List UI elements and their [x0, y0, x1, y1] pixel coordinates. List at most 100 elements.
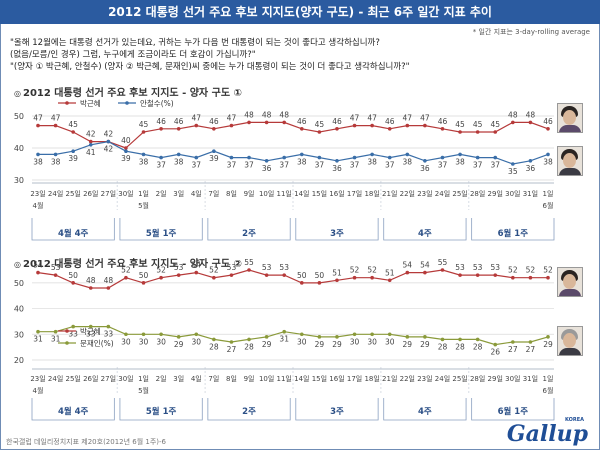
chart2-series1-data-label: 53	[473, 263, 483, 272]
chart1-series2-point	[71, 149, 75, 153]
chart2-series2-point	[299, 332, 304, 337]
chart1-series1-data-label: 48	[244, 110, 254, 119]
chart2-month-label: 6월	[543, 386, 554, 395]
chart1-series1-data-label: 46	[209, 117, 219, 126]
chart2-series2-point	[493, 342, 498, 347]
chart2-series2-data-label: 33	[86, 330, 96, 339]
chart2-series2-data-label: 28	[455, 342, 465, 351]
chart1-series1-data-label: 46	[543, 117, 553, 126]
chart1-series1-point	[528, 120, 533, 125]
chart2-series1-point	[212, 275, 216, 280]
chart1-series2-point	[299, 152, 304, 157]
chart2-series2-data-label: 29	[420, 340, 430, 349]
chart1-series1-data-label: 46	[438, 117, 448, 126]
chart1-series2-data-label: 36	[332, 164, 342, 173]
chart2-series1-point	[229, 273, 234, 277]
chart2-series2-data-label: 29	[262, 340, 272, 349]
chart2-series1-point	[370, 275, 374, 280]
chart1-series1-point	[264, 120, 269, 125]
chart2-series2-data-label: 30	[121, 337, 131, 346]
chart1-series2-data-label: 37	[192, 161, 202, 170]
chart1-series1-point	[247, 120, 251, 125]
chart1-series2-data-label: 42	[104, 145, 114, 154]
chart1-series1-point	[71, 130, 75, 134]
chart1-day-label: 7일	[208, 189, 219, 198]
chart1-series1-point	[370, 123, 374, 128]
chart2-series2-point	[458, 337, 462, 342]
chart1-day-label: 23일	[417, 189, 432, 198]
chart2-series2-data-label: 29	[543, 340, 553, 349]
chart1-ytick: 30	[14, 176, 24, 185]
chart1-series2-point	[458, 152, 462, 157]
chart1-series1-point	[229, 123, 234, 128]
chart2-week-label: 6월 1주	[498, 406, 529, 417]
chart2-day-label: 30일	[118, 374, 133, 383]
chart1-legend-label: 안철수(%)	[140, 98, 174, 108]
chart2-day-label: 31일	[523, 374, 538, 383]
chart2-series1-point	[53, 273, 58, 277]
chart2-series2-point	[36, 329, 40, 334]
chart1-series1-data-label: 47	[227, 114, 237, 123]
chart2-series2-point	[317, 335, 322, 339]
chart1-series1-data-label: 47	[420, 114, 430, 123]
chart1-week-label: 3주	[330, 229, 344, 239]
chart2-series1-data-label: 52	[209, 266, 219, 275]
page-title: 2012 대통령 선거 주요 후보 지지도(양자 구도) - 최근 6주 일간 …	[0, 0, 600, 24]
chart1-series2-data-label: 35	[508, 167, 518, 176]
chart1-series1-point	[282, 120, 287, 125]
chart2-week-label: 2주	[242, 407, 256, 417]
chart1-series1-point	[475, 130, 480, 134]
chart2-series2-data-label: 31	[33, 335, 43, 344]
chart2-series1-point	[423, 270, 427, 275]
chart1-week-label: 4월 4주	[58, 228, 89, 239]
chart1-series2-data-label: 39	[68, 154, 78, 163]
chart1-week-bracket	[31, 218, 115, 241]
chart2-series1-data-label: 48	[104, 276, 114, 285]
chart2-series1-point	[159, 275, 163, 280]
chart1-series1-data-label: 46	[174, 117, 184, 126]
chart2-legend-label: 문재인(%)	[80, 338, 114, 348]
chart2-series1-data-label: 53	[174, 263, 184, 272]
chart1-series1-point	[36, 123, 40, 128]
chart1-series2-data-label: 37	[315, 161, 325, 170]
chart1-week-bracket	[383, 218, 467, 241]
chart2-series1-point	[352, 275, 357, 280]
chart2-series2-point	[546, 335, 550, 339]
chart1-series1-data-label: 45	[315, 120, 325, 129]
chart1-series1-point	[335, 127, 339, 131]
chart2-week-bracket	[207, 398, 291, 421]
chart1-week-bracket	[471, 218, 555, 241]
chart2-series2-data-label: 28	[438, 342, 448, 351]
chart1-series1-data-label: 42	[86, 130, 96, 139]
chart2-day-label: 1일	[543, 374, 554, 383]
chart2-series1-data-label: 54	[403, 261, 413, 270]
chart2-series1-data-label: 48	[86, 276, 96, 285]
chart1-series1-data-label: 48	[262, 110, 272, 119]
chart1-series1-point	[141, 130, 146, 134]
chart1-week-label: 2주	[242, 229, 256, 239]
chart2-series1-point	[124, 275, 128, 280]
chart2-series1-data-label: 54	[420, 261, 430, 270]
chart1-day-label: 31일	[523, 189, 538, 198]
chart1-series1-data-label: 46	[332, 117, 342, 126]
chart1-day-label: 25일	[452, 189, 467, 198]
chart2-series1-point	[387, 278, 392, 283]
chart2-series2-data-label: 29	[403, 340, 413, 349]
chart1-series1-data-label: 46	[385, 117, 395, 126]
chart1-series2-data-label: 38	[297, 157, 307, 166]
chart1-day-label: 30일	[118, 189, 133, 198]
chart1-series2-point	[546, 152, 550, 157]
chart2-series2-point	[405, 335, 410, 339]
chart2-series1-data-label: 50	[68, 271, 78, 280]
chart1-series2-data-label: 36	[420, 164, 430, 173]
question-line-1: "올해 12월에는 대통령 선거가 있는데요, 귀하는 누가 다음 번 대통령이…	[10, 38, 380, 48]
chart1-series1-point	[423, 123, 427, 128]
chart2-series2-data-label: 28	[244, 342, 254, 351]
chart2-series1-point	[528, 275, 533, 280]
chart1-day-label: 14일	[294, 189, 309, 198]
chart2-week-label: 4주	[418, 407, 432, 417]
chart2-ytick: 20	[14, 356, 24, 365]
chart2-series1-data-label: 52	[121, 266, 131, 275]
chart2-series1-point	[299, 281, 304, 285]
gallup-logo: KOREA Gallup	[506, 417, 588, 447]
